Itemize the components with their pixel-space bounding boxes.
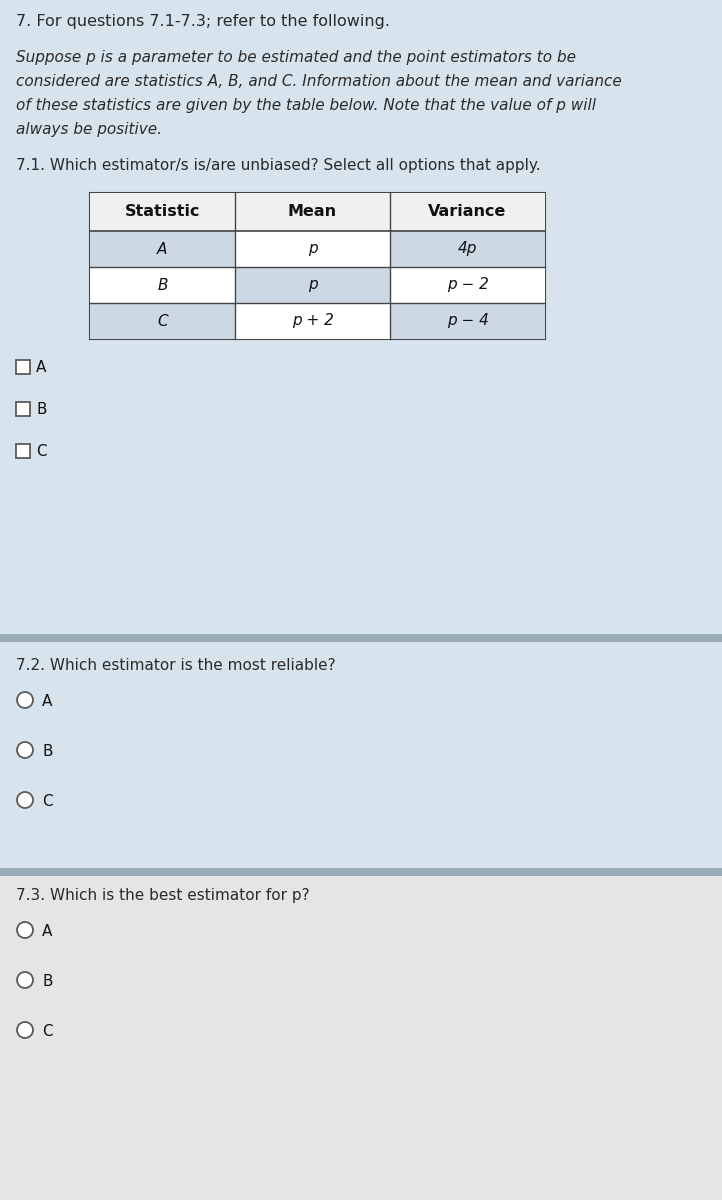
Bar <box>90 193 545 230</box>
Text: 4p: 4p <box>458 241 477 257</box>
Bar <box>0 0 722 640</box>
Bar <box>0 870 722 1200</box>
Bar <box>90 302 235 338</box>
Text: A: A <box>36 360 46 376</box>
Circle shape <box>17 1022 33 1038</box>
Bar <box>16 402 30 416</box>
Text: C: C <box>42 1024 53 1038</box>
Text: C: C <box>42 793 53 809</box>
Text: p: p <box>308 277 317 293</box>
Text: 7.3. Which is the best estimator for p?: 7.3. Which is the best estimator for p? <box>16 888 310 902</box>
Text: 7.1. Which estimator/s is/are unbiased? Select all options that apply.: 7.1. Which estimator/s is/are unbiased? … <box>16 158 541 173</box>
Bar <box>90 193 545 338</box>
Circle shape <box>17 692 33 708</box>
Circle shape <box>17 922 33 938</box>
Bar <box>235 266 390 302</box>
Text: C: C <box>36 444 47 460</box>
Text: 7. For questions 7.1-7.3; refer to the following.: 7. For questions 7.1-7.3; refer to the f… <box>16 14 390 29</box>
Text: A: A <box>42 924 53 938</box>
Text: considered are statistics A, B, and C. Information about the mean and variance: considered are statistics A, B, and C. I… <box>16 74 622 89</box>
Bar <box>235 302 390 338</box>
Text: B: B <box>42 973 53 989</box>
Text: B: B <box>36 402 46 418</box>
Bar <box>0 640 722 870</box>
Bar <box>390 266 545 302</box>
Text: p + 2: p + 2 <box>292 313 334 329</box>
Bar <box>235 230 390 266</box>
Text: A: A <box>42 694 53 708</box>
Bar <box>390 302 545 338</box>
Text: p − 2: p − 2 <box>447 277 489 293</box>
Bar <box>0 634 722 642</box>
Bar <box>90 266 235 302</box>
Text: Variance: Variance <box>428 204 507 220</box>
Bar <box>0 868 722 876</box>
Text: of these statistics are given by the table below. Note that the value of p will: of these statistics are given by the tab… <box>16 98 596 113</box>
Text: B: B <box>157 277 168 293</box>
Text: p − 4: p − 4 <box>447 313 489 329</box>
Text: C: C <box>157 313 168 329</box>
Text: p: p <box>308 241 317 257</box>
Text: Mean: Mean <box>288 204 337 220</box>
Circle shape <box>17 972 33 988</box>
Bar <box>390 230 545 266</box>
Circle shape <box>17 792 33 808</box>
Text: 7.2. Which estimator is the most reliable?: 7.2. Which estimator is the most reliabl… <box>16 658 336 673</box>
Text: B: B <box>42 744 53 758</box>
Bar <box>16 360 30 374</box>
Text: A: A <box>157 241 168 257</box>
Text: Statistic: Statistic <box>125 204 200 220</box>
Text: always be positive.: always be positive. <box>16 122 162 137</box>
Bar <box>90 230 235 266</box>
Text: Suppose p is a parameter to be estimated and the point estimators to be: Suppose p is a parameter to be estimated… <box>16 50 576 65</box>
Circle shape <box>17 742 33 758</box>
Bar <box>16 444 30 458</box>
